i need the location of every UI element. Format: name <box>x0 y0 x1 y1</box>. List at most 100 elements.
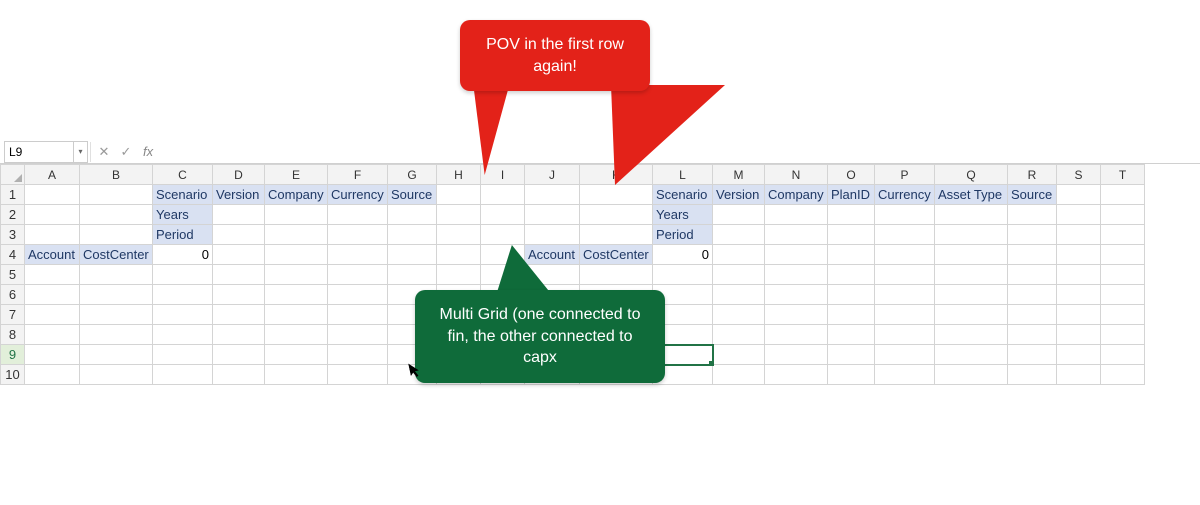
cell-T4[interactable] <box>1101 245 1145 265</box>
col-header-R[interactable]: R <box>1008 165 1057 185</box>
cell-Q10[interactable] <box>935 365 1008 385</box>
cell-Q7[interactable] <box>935 305 1008 325</box>
row-header-1[interactable]: 1 <box>1 185 25 205</box>
cell-Q9[interactable] <box>935 345 1008 365</box>
cell-A2[interactable] <box>25 205 80 225</box>
row-header-9[interactable]: 9 <box>1 345 25 365</box>
cell-P9[interactable] <box>875 345 935 365</box>
cell-S5[interactable] <box>1057 265 1101 285</box>
cell-O9[interactable] <box>828 345 875 365</box>
cell-C4[interactable]: 0 <box>153 245 213 265</box>
cell-O1[interactable]: PlanID <box>828 185 875 205</box>
cell-F3[interactable] <box>328 225 388 245</box>
cell-C1[interactable]: Scenario <box>153 185 213 205</box>
cell-D3[interactable] <box>213 225 265 245</box>
cell-R2[interactable] <box>1008 205 1057 225</box>
cell-K1[interactable] <box>580 185 653 205</box>
cell-R1[interactable]: Source <box>1008 185 1057 205</box>
cell-D7[interactable] <box>213 305 265 325</box>
fx-label[interactable]: fx <box>143 144 153 159</box>
cell-G2[interactable] <box>388 205 437 225</box>
cell-C7[interactable] <box>153 305 213 325</box>
cell-O8[interactable] <box>828 325 875 345</box>
cell-R5[interactable] <box>1008 265 1057 285</box>
cell-Q3[interactable] <box>935 225 1008 245</box>
cell-H5[interactable] <box>437 265 481 285</box>
cell-A1[interactable] <box>25 185 80 205</box>
cell-S6[interactable] <box>1057 285 1101 305</box>
cell-E6[interactable] <box>265 285 328 305</box>
cell-R9[interactable] <box>1008 345 1057 365</box>
cell-P4[interactable] <box>875 245 935 265</box>
row-header-4[interactable]: 4 <box>1 245 25 265</box>
cell-N6[interactable] <box>765 285 828 305</box>
cell-E8[interactable] <box>265 325 328 345</box>
col-header-N[interactable]: N <box>765 165 828 185</box>
cell-N3[interactable] <box>765 225 828 245</box>
col-header-P[interactable]: P <box>875 165 935 185</box>
cell-E3[interactable] <box>265 225 328 245</box>
cell-H3[interactable] <box>437 225 481 245</box>
cell-S3[interactable] <box>1057 225 1101 245</box>
cell-S10[interactable] <box>1057 365 1101 385</box>
col-header-O[interactable]: O <box>828 165 875 185</box>
cell-Q8[interactable] <box>935 325 1008 345</box>
cell-N2[interactable] <box>765 205 828 225</box>
cell-G5[interactable] <box>388 265 437 285</box>
cell-J2[interactable] <box>525 205 580 225</box>
cell-C10[interactable] <box>153 365 213 385</box>
cell-Q1[interactable]: Asset Type <box>935 185 1008 205</box>
cell-J1[interactable] <box>525 185 580 205</box>
cell-G3[interactable] <box>388 225 437 245</box>
cell-C6[interactable] <box>153 285 213 305</box>
row-header-3[interactable]: 3 <box>1 225 25 245</box>
cell-A8[interactable] <box>25 325 80 345</box>
col-header-S[interactable]: S <box>1057 165 1101 185</box>
cell-G1[interactable]: Source <box>388 185 437 205</box>
cell-A4[interactable]: Account <box>25 245 80 265</box>
cell-C3[interactable]: Period <box>153 225 213 245</box>
cell-L2[interactable]: Years <box>653 205 713 225</box>
cell-Q2[interactable] <box>935 205 1008 225</box>
cell-N4[interactable] <box>765 245 828 265</box>
cell-N1[interactable]: Company <box>765 185 828 205</box>
cell-E5[interactable] <box>265 265 328 285</box>
col-header-J[interactable]: J <box>525 165 580 185</box>
cell-E10[interactable] <box>265 365 328 385</box>
cell-B6[interactable] <box>80 285 153 305</box>
cell-E7[interactable] <box>265 305 328 325</box>
cell-B2[interactable] <box>80 205 153 225</box>
name-box[interactable]: L9 <box>4 141 74 163</box>
cell-C5[interactable] <box>153 265 213 285</box>
cell-T3[interactable] <box>1101 225 1145 245</box>
cell-K4[interactable]: CostCenter <box>580 245 653 265</box>
cell-F6[interactable] <box>328 285 388 305</box>
cell-N5[interactable] <box>765 265 828 285</box>
cell-F8[interactable] <box>328 325 388 345</box>
cell-F1[interactable]: Currency <box>328 185 388 205</box>
row-header-2[interactable]: 2 <box>1 205 25 225</box>
cell-L5[interactable] <box>653 265 713 285</box>
cell-D2[interactable] <box>213 205 265 225</box>
cell-B9[interactable] <box>80 345 153 365</box>
cell-O2[interactable] <box>828 205 875 225</box>
cell-O5[interactable] <box>828 265 875 285</box>
cell-P3[interactable] <box>875 225 935 245</box>
cell-N8[interactable] <box>765 325 828 345</box>
cell-B8[interactable] <box>80 325 153 345</box>
cell-E9[interactable] <box>265 345 328 365</box>
cancel-icon[interactable]: ✕ <box>93 141 115 163</box>
cell-F10[interactable] <box>328 365 388 385</box>
cell-N10[interactable] <box>765 365 828 385</box>
row-header-7[interactable]: 7 <box>1 305 25 325</box>
cell-M6[interactable] <box>713 285 765 305</box>
cell-M4[interactable] <box>713 245 765 265</box>
cell-I2[interactable] <box>481 205 525 225</box>
cell-T10[interactable] <box>1101 365 1145 385</box>
cell-H1[interactable] <box>437 185 481 205</box>
row-header-10[interactable]: 10 <box>1 365 25 385</box>
cell-I1[interactable] <box>481 185 525 205</box>
cell-D5[interactable] <box>213 265 265 285</box>
cell-L3[interactable]: Period <box>653 225 713 245</box>
cell-Q5[interactable] <box>935 265 1008 285</box>
